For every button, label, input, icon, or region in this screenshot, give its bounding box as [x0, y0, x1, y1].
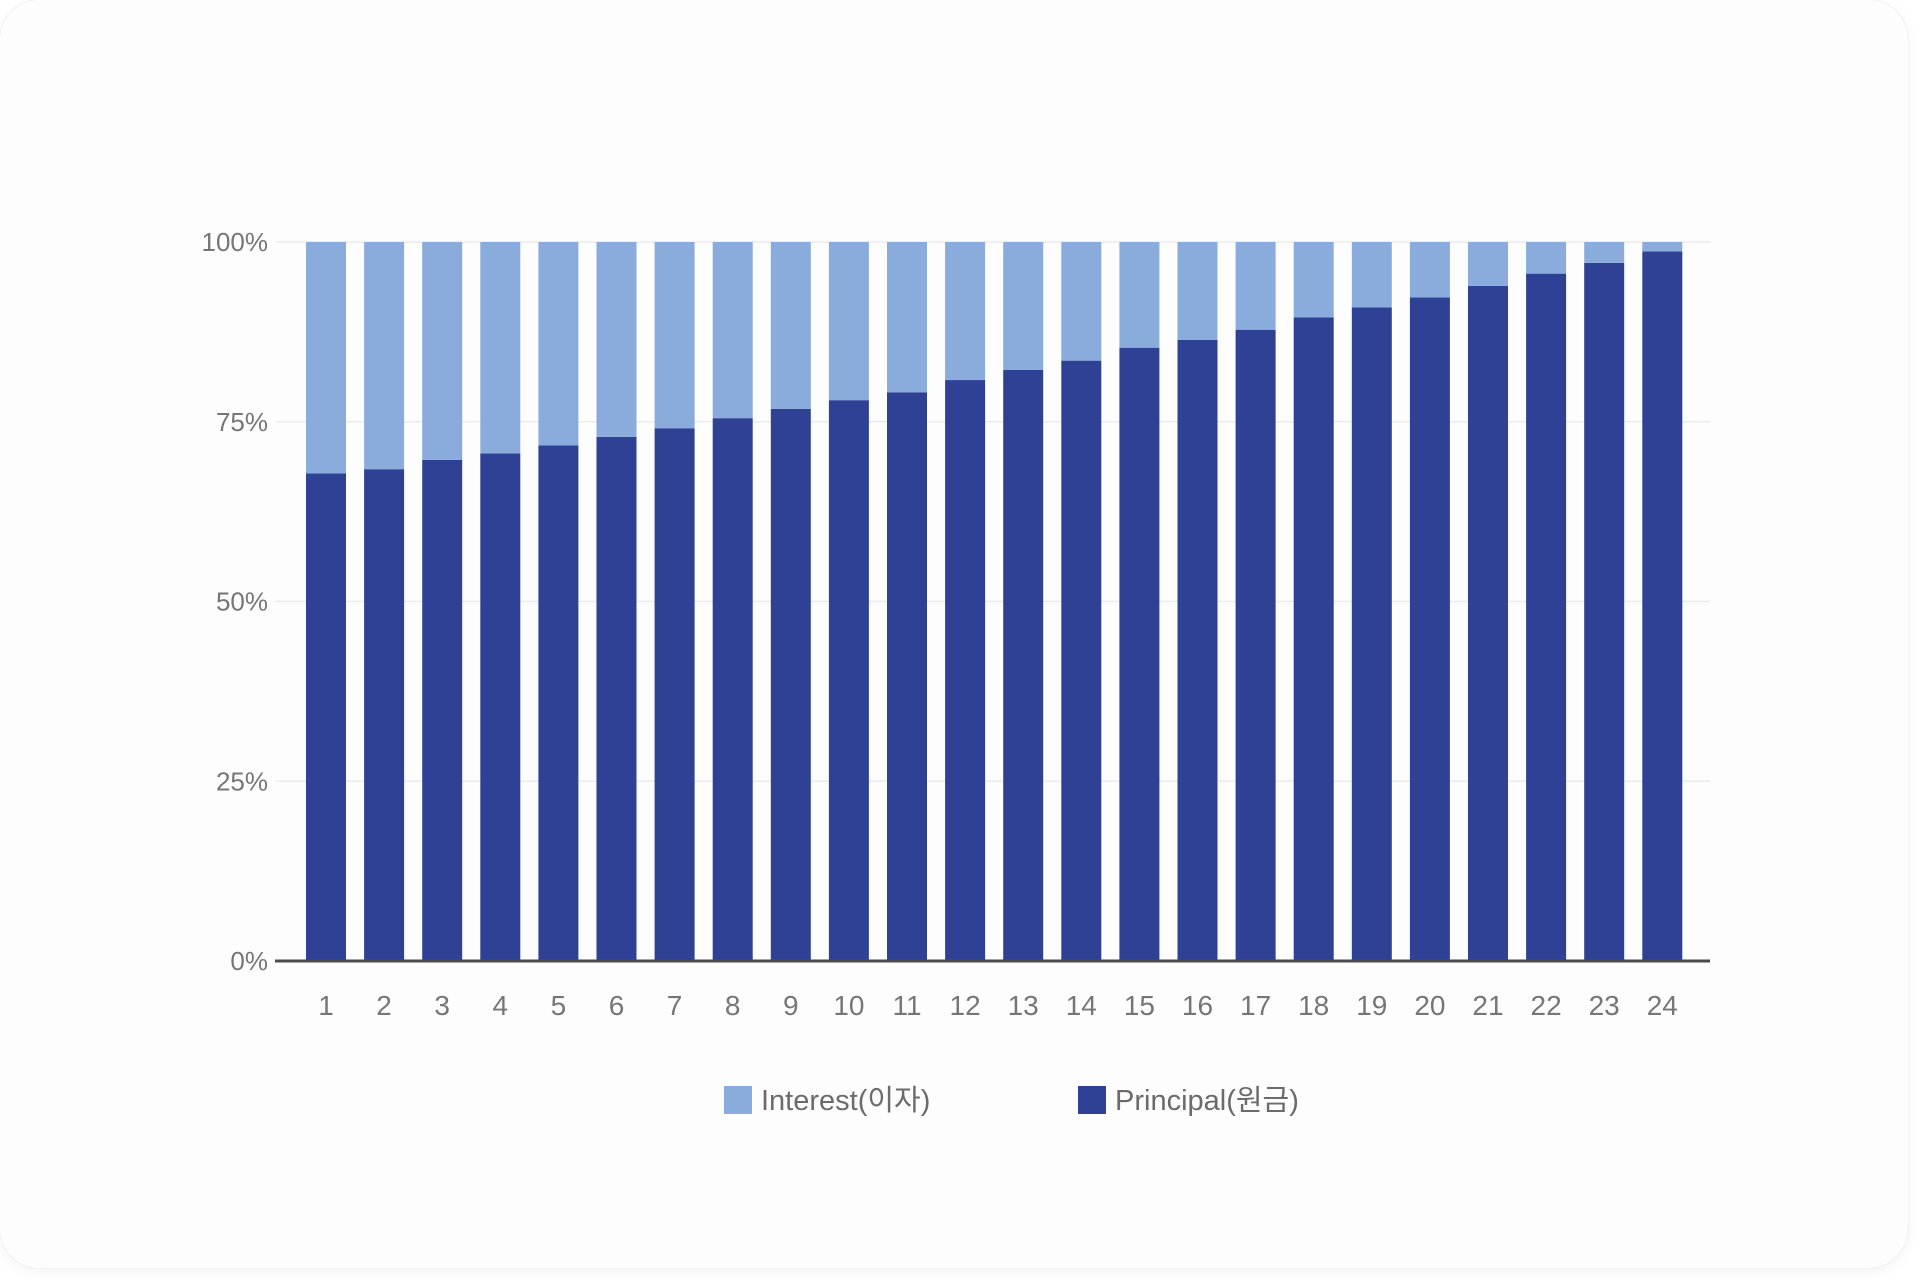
- bar-principal-14[interactable]: [1061, 360, 1102, 961]
- legend-swatch[interactable]: [1078, 1086, 1106, 1114]
- bar-interest-5[interactable]: [538, 242, 579, 446]
- bar-principal-8[interactable]: [712, 418, 753, 961]
- x-tick-label: 11: [892, 990, 921, 1021]
- bars: [306, 242, 1683, 962]
- x-axis-ticks: 1 2 3 4 5 6 7 8 9 10 11 12 13 14 15 16 17 18 19 20 21 22 23 24: [318, 990, 1678, 1021]
- bar-interest-2[interactable]: [364, 242, 405, 470]
- bar-interest-7[interactable]: [654, 242, 695, 429]
- bar-principal-13[interactable]: [1003, 369, 1044, 961]
- bar-principal-6[interactable]: [596, 436, 637, 961]
- x-tick-label: 10: [833, 990, 864, 1021]
- legend-label[interactable]: Interest(이자): [761, 1085, 930, 1117]
- bar-interest-14[interactable]: [1061, 242, 1102, 361]
- x-tick-label: 9: [783, 990, 799, 1021]
- bar-principal-3[interactable]: [422, 459, 463, 961]
- x-tick-label: 6: [609, 990, 625, 1021]
- x-tick-label: 2: [376, 990, 392, 1021]
- y-tick-label: 75%: [216, 407, 268, 437]
- bar-interest-10[interactable]: [828, 242, 869, 401]
- bar-interest-3[interactable]: [422, 242, 463, 460]
- bar-principal-17[interactable]: [1235, 329, 1276, 961]
- bar-principal-9[interactable]: [770, 408, 811, 962]
- x-tick-label: 15: [1124, 990, 1155, 1021]
- bar-interest-6[interactable]: [596, 242, 637, 437]
- bar-principal-11[interactable]: [887, 392, 927, 961]
- bar-interest-4[interactable]: [480, 242, 521, 454]
- y-tick-label: 25%: [216, 766, 268, 796]
- bar-interest-22[interactable]: [1526, 242, 1567, 274]
- x-tick-label: 24: [1647, 990, 1678, 1021]
- bar-principal-10[interactable]: [828, 400, 869, 961]
- bar-interest-12[interactable]: [945, 242, 986, 381]
- bar-principal-18[interactable]: [1293, 317, 1334, 961]
- bar-interest-8[interactable]: [712, 242, 753, 419]
- bar-principal-15[interactable]: [1119, 347, 1160, 961]
- bar-principal-24[interactable]: [1642, 251, 1683, 962]
- x-tick-label: 3: [434, 990, 450, 1021]
- x-tick-label: 21: [1472, 990, 1503, 1021]
- bar-interest-15[interactable]: [1119, 242, 1160, 348]
- bar-interest-18[interactable]: [1293, 242, 1334, 318]
- bar-interest-11[interactable]: [887, 242, 927, 393]
- x-tick-label: 20: [1414, 990, 1445, 1021]
- x-tick-label: 22: [1531, 990, 1562, 1021]
- x-tick-label: 18: [1298, 990, 1329, 1021]
- bar-principal-20[interactable]: [1409, 297, 1450, 961]
- y-tick-label: 0%: [230, 946, 268, 976]
- bar-interest-9[interactable]: [770, 242, 811, 409]
- bar-principal-7[interactable]: [654, 428, 695, 961]
- bar-interest-20[interactable]: [1409, 242, 1450, 298]
- x-tick-label: 1: [318, 990, 334, 1021]
- bar-principal-1[interactable]: [306, 473, 346, 961]
- x-tick-label: 4: [493, 990, 509, 1021]
- bar-interest-24[interactable]: [1642, 242, 1683, 252]
- x-tick-label: 14: [1066, 990, 1097, 1021]
- bar-interest-17[interactable]: [1235, 242, 1276, 330]
- bar-principal-22[interactable]: [1526, 273, 1567, 961]
- y-tick-label: 100%: [202, 227, 269, 257]
- x-tick-label: 23: [1589, 990, 1620, 1021]
- y-axis-ticks: 0% 25% 50% 75% 100%: [202, 227, 269, 976]
- bar-principal-2[interactable]: [364, 469, 405, 961]
- y-tick-label: 50%: [216, 587, 268, 617]
- x-tick-label: 7: [667, 990, 683, 1021]
- bar-principal-19[interactable]: [1351, 307, 1392, 962]
- x-tick-label: 19: [1356, 990, 1387, 1021]
- legend-swatch[interactable]: [724, 1086, 752, 1114]
- bar-principal-4[interactable]: [480, 453, 521, 961]
- bar-interest-16[interactable]: [1177, 242, 1218, 340]
- x-tick-label: 5: [551, 990, 567, 1021]
- bar-principal-12[interactable]: [945, 380, 986, 962]
- x-tick-label: 12: [950, 990, 981, 1021]
- bar-interest-21[interactable]: [1468, 242, 1508, 286]
- x-tick-label: 17: [1240, 990, 1271, 1021]
- x-tick-label: 13: [1008, 990, 1039, 1021]
- x-tick-label: 16: [1182, 990, 1213, 1021]
- bar-principal-23[interactable]: [1584, 262, 1625, 961]
- bar-interest-13[interactable]: [1003, 242, 1044, 370]
- bar-principal-5[interactable]: [538, 445, 579, 961]
- bar-principal-16[interactable]: [1177, 339, 1218, 961]
- x-tick-label: 8: [725, 990, 741, 1021]
- legend[interactable]: Interest(이자) Principal(원금): [724, 1085, 1299, 1117]
- legend-label[interactable]: Principal(원금): [1115, 1085, 1299, 1117]
- bar-principal-21[interactable]: [1468, 285, 1508, 961]
- bar-interest-23[interactable]: [1584, 242, 1625, 263]
- bar-interest-19[interactable]: [1351, 242, 1392, 308]
- bar-interest-1[interactable]: [306, 242, 346, 474]
